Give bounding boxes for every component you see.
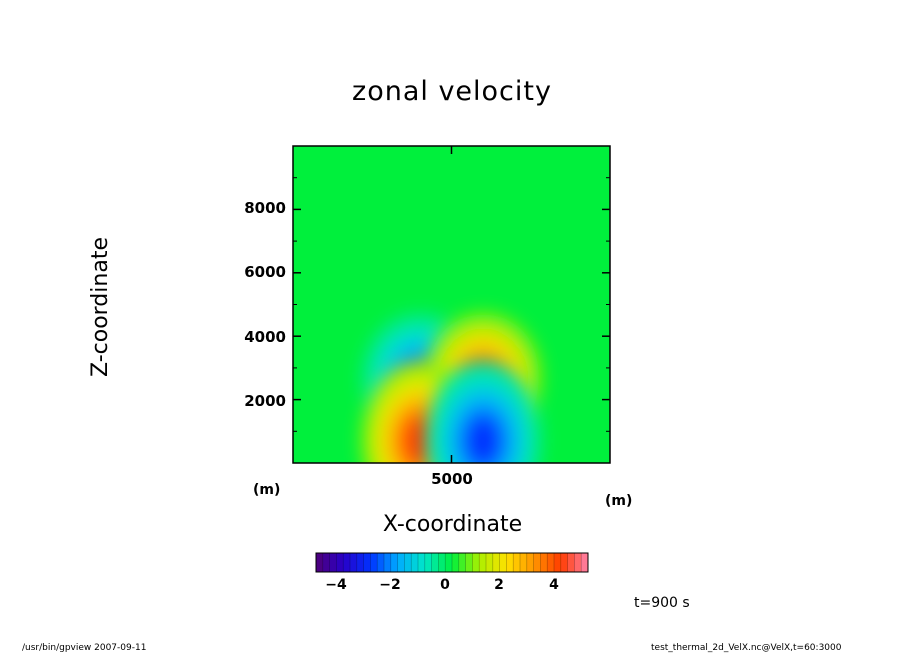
time-label: t=900 s: [634, 595, 690, 611]
colorbar-swatch-11: [390, 553, 398, 572]
colorbar-swatch-14: [411, 553, 419, 572]
colorbar-swatch-10: [384, 553, 392, 572]
colorbar-tick-label-4: 4: [549, 577, 559, 593]
colorbar-swatch-33: [540, 553, 548, 572]
colorbar-swatch-38: [574, 553, 582, 572]
y-tick-label-4000: 4000: [244, 328, 286, 346]
colorbar-swatch-8: [370, 553, 378, 572]
field-layer: [293, 146, 610, 463]
colorbar-swatch-13: [404, 553, 412, 572]
colorbar-swatch-12: [397, 553, 405, 572]
colorbar-swatch-25: [486, 553, 494, 572]
colorbar-swatch-5: [350, 553, 358, 572]
colorbar-swatch-31: [526, 553, 534, 572]
colorbar-swatch-16: [424, 553, 432, 572]
y-tick-label-8000: 8000: [244, 199, 286, 217]
colorbar-tick-label-neg4: −4: [325, 577, 347, 593]
colorbar-swatch-26: [492, 553, 500, 572]
colorbar-swatch-7: [363, 553, 371, 572]
colorbar-swatch-24: [479, 553, 487, 572]
y-tick-label-2000: 2000: [244, 392, 286, 410]
colorbar-swatch-1: [322, 553, 330, 572]
colorbar-swatch-20: [452, 553, 460, 572]
colorbar-swatch-34: [547, 553, 555, 572]
colorbar-swatch-0: [316, 553, 324, 572]
colorbar-tick-label-0: 0: [440, 577, 450, 593]
field-feature-3: [425, 360, 541, 463]
colorbar-swatch-27: [499, 553, 507, 572]
colorbar-swatch-39: [581, 553, 589, 572]
colorbar-swatch-35: [554, 553, 562, 572]
colorbar-swatch-30: [520, 553, 528, 572]
colorbar-swatch-19: [445, 553, 453, 572]
colorbar-swatch-37: [567, 553, 575, 572]
colorbar-swatch-32: [533, 553, 541, 572]
colorbar-swatch-9: [377, 553, 385, 572]
colorbar-swatch-21: [458, 553, 466, 572]
colorbar-swatch-29: [513, 553, 521, 572]
colorbar-swatch-23: [472, 553, 480, 572]
colorbar-swatch-36: [560, 553, 568, 572]
colorbar-swatch-15: [418, 553, 426, 572]
colorbar-tick-label-2: 2: [494, 577, 504, 593]
colorbar-swatch-22: [465, 553, 473, 572]
colorbar-swatch-2: [329, 553, 337, 572]
y-tick-label-6000: 6000: [244, 263, 286, 281]
colorbar-swatch-4: [343, 553, 351, 572]
colorbar-swatch-28: [506, 553, 514, 572]
colorbar-tick-label-neg2: −2: [379, 577, 401, 593]
x-axis-label: X-coordinate: [382, 512, 523, 537]
colorbar-swatch-17: [431, 553, 439, 572]
x-axis-unit-left: (m): [253, 482, 281, 498]
colorbar-swatch-18: [438, 553, 446, 572]
colorbar-frame: [315, 552, 589, 573]
y-axis-unit-right: (m): [605, 493, 633, 509]
field-contour-3-4: [467, 418, 500, 463]
colorbar-swatch-6: [356, 553, 364, 572]
y-axis-label: Z-coordinate: [88, 237, 113, 377]
x-tick-label-5000: 5000: [431, 470, 473, 488]
colorbar-swatch-3: [336, 553, 344, 572]
footer-left: /usr/bin/gpview 2007-09-11: [22, 643, 147, 653]
footer-right: test_thermal_2d_VelX.nc@VelX,t=60:3000: [651, 643, 842, 653]
chart-title: zonal velocity: [352, 76, 552, 107]
